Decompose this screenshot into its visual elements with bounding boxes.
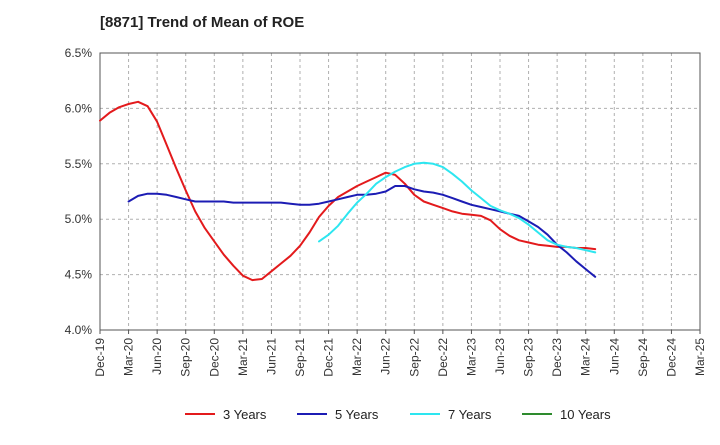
chart-title: [8871] Trend of Mean of ROE (100, 14, 305, 31)
series-line-5-years (127, 185, 597, 278)
x-tick-label: Jun-23 (493, 338, 507, 375)
y-tick-label: 4.0% (65, 323, 93, 337)
x-tick-label: Sep-21 (293, 338, 307, 377)
x-tick-label: Dec-22 (436, 338, 450, 377)
plot-area-frame (99, 52, 701, 331)
x-tick-label: Dec-20 (207, 338, 221, 377)
x-tick-label: Sep-20 (179, 338, 193, 377)
x-tick-label: Sep-23 (522, 338, 536, 377)
x-tick-label: Mar-24 (579, 338, 593, 376)
legend-label: 7 Years (448, 407, 492, 422)
x-tick-label: Mar-23 (464, 338, 478, 376)
x-tick-label: Jun-21 (264, 338, 278, 375)
series-line-3-years (99, 100, 597, 282)
x-tick-label: Dec-24 (664, 338, 678, 377)
y-tick-label: 6.0% (65, 101, 93, 115)
x-tick-label: Jun-24 (607, 338, 621, 375)
x-tick-label: Dec-23 (550, 338, 564, 377)
series-line-7-years (318, 161, 597, 254)
legend-label: 10 Years (560, 407, 611, 422)
x-tick-label: Mar-21 (236, 338, 250, 376)
x-tick-label: Sep-22 (407, 338, 421, 377)
y-tick-label: 5.0% (65, 212, 93, 226)
x-tick-label: Dec-21 (322, 338, 336, 377)
x-tick-label: Mar-25 (693, 338, 707, 376)
legend-label: 3 Years (223, 407, 267, 422)
x-tick-label: Jun-22 (379, 338, 393, 375)
x-tick-label: Mar-20 (122, 338, 136, 376)
x-tick-label: Mar-22 (350, 338, 364, 376)
x-tick-label: Jun-20 (150, 338, 164, 375)
x-tick-label: Sep-24 (636, 338, 650, 377)
x-tick-label: Dec-19 (93, 338, 107, 377)
legend-label: 5 Years (335, 407, 379, 422)
y-tick-label: 6.5% (65, 46, 93, 60)
y-tick-label: 4.5% (65, 268, 93, 282)
y-tick-label: 5.5% (65, 157, 93, 171)
